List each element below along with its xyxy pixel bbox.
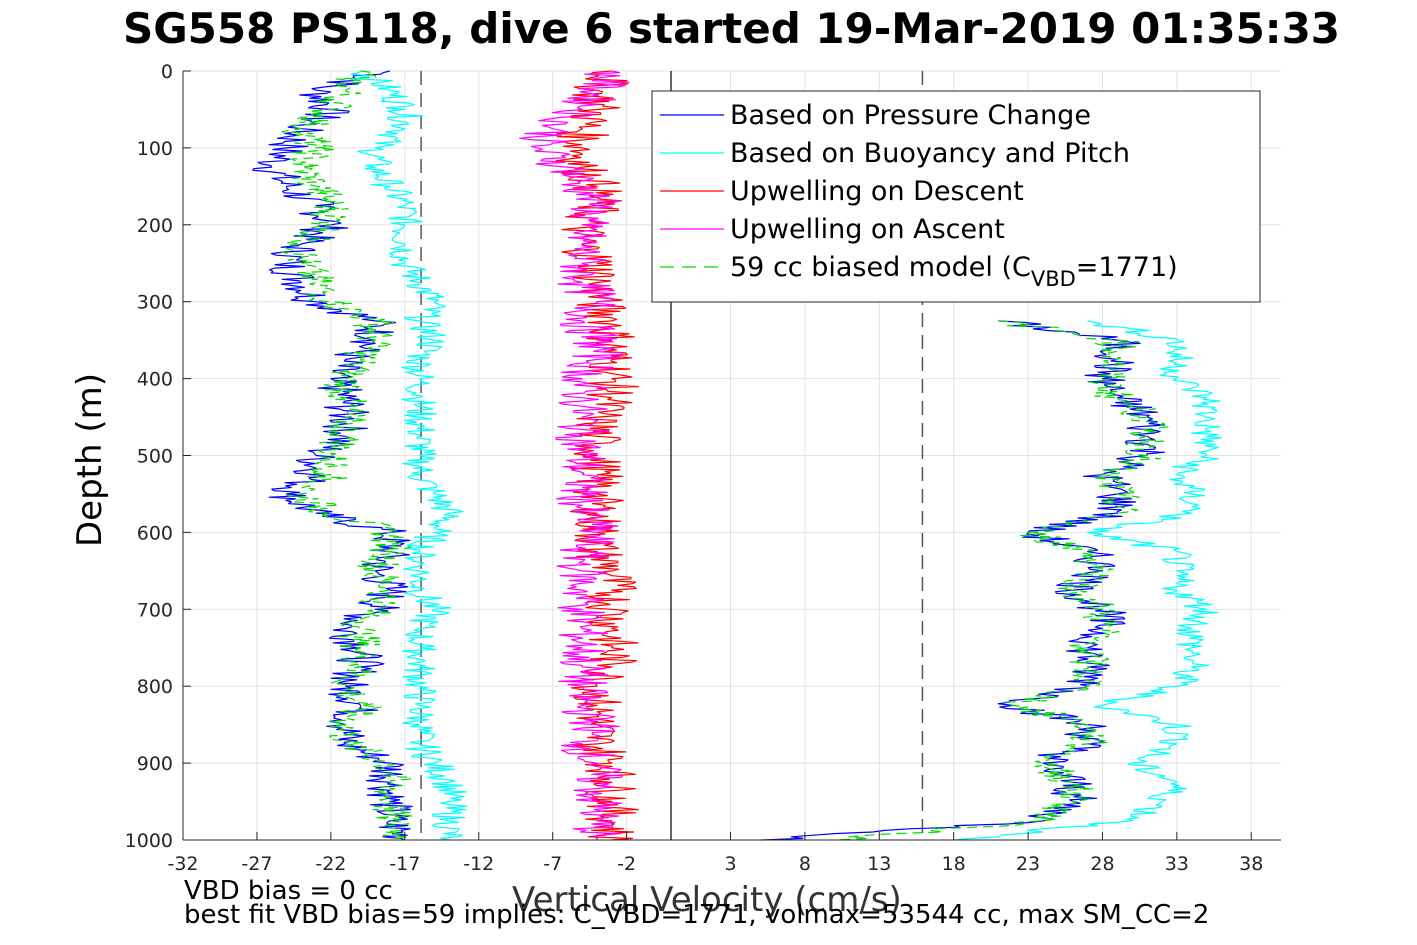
series-model-right [834,320,1170,841]
x-tick-label: 28 [1090,853,1114,875]
x-axis-label: Vertical Velocity (cm/s) [512,880,902,920]
x-tick-label: 13 [867,853,891,875]
y-tick-label: 600 [137,522,173,544]
vbd-bias-note: VBD bias = 0 cc [184,876,393,906]
x-tick-label: -2 [617,853,636,875]
x-tick-label: 8 [799,853,811,875]
best-fit-note: best fit VBD bias=59 implies: C_VBD=1771… [184,900,1210,930]
chart-title: SG558 PS118, dive 6 started 19-Mar-2019 … [122,4,1341,53]
y-tick-label: 300 [137,292,173,314]
x-tick-label: 23 [1016,853,1040,875]
x-tick-label: 18 [942,853,966,875]
series-buoyancy-left [350,70,468,841]
y-axis-label: Depth (m) [70,372,110,548]
legend-label-model: 59 cc biased model (CVBD=1771) [730,252,1178,291]
series-pressure-left [252,70,413,841]
x-tick-label: -7 [543,853,562,875]
y-tick-label: 400 [137,369,173,391]
series-ascent-left [519,70,630,841]
series-lines [252,70,1222,841]
y-tick-label: 800 [137,676,173,698]
legend-label-ascent: Upwelling on Ascent [730,214,1005,245]
x-tick-label: -27 [241,853,272,875]
y-tick-label: 100 [137,138,173,160]
y-tick-label: 1000 [125,830,173,852]
x-tick-label: -17 [389,853,420,875]
x-tick-label: -22 [315,853,346,875]
series-model-left [281,70,413,841]
y-tick-label: 900 [137,753,173,775]
x-tick-label: 38 [1239,853,1263,875]
x-tick-label: -12 [463,853,494,875]
legend-label-pressure: Based on Pressure Change [730,100,1091,131]
axes: 0 100 200 300 400 500 600 700 800 900 1000-32 -27 -2… [125,61,1281,875]
series-pressure-right [760,320,1166,841]
y-tick-label: 0 [161,61,173,83]
legend-label-buoyancy: Based on Buoyancy and Pitch [730,138,1130,169]
y-tick-label: 700 [137,599,173,621]
x-tick-label: -32 [167,853,198,875]
series-descent-left [555,70,639,841]
series-buoyancy-right [953,320,1222,841]
legend-label-descent: Upwelling on Descent [730,176,1024,207]
y-tick-label: 500 [137,446,173,468]
x-tick-label: 33 [1165,853,1189,875]
x-tick-label: 3 [724,853,736,875]
legend: Based on Pressure Change Based on Buoyanc… [651,90,1261,303]
y-tick-label: 200 [137,215,173,237]
legend-box [651,90,1261,303]
